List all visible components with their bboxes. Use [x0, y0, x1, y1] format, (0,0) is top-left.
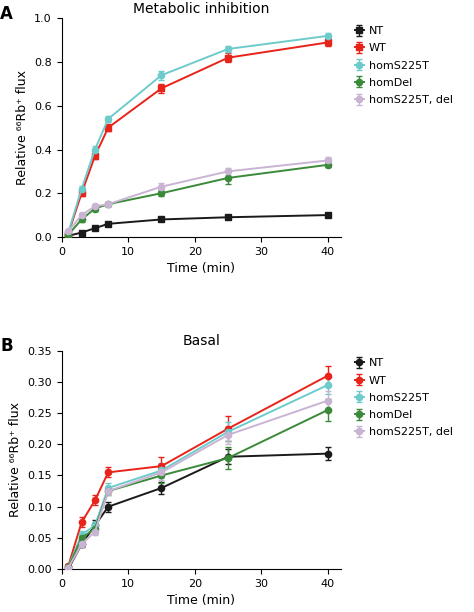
X-axis label: Time (min): Time (min) — [167, 262, 236, 275]
X-axis label: Time (min): Time (min) — [167, 594, 236, 608]
Y-axis label: Relative ⁶⁶Rb⁺ flux: Relative ⁶⁶Rb⁺ flux — [9, 402, 22, 517]
Y-axis label: Relative ⁶⁶Rb⁺ flux: Relative ⁶⁶Rb⁺ flux — [16, 70, 28, 185]
Text: A: A — [0, 6, 13, 23]
Legend: NT, WT, homS225T, homDel, homS225T, del: NT, WT, homS225T, homDel, homS225T, del — [353, 356, 456, 439]
Legend: NT, WT, homS225T, homDel, homS225T, del: NT, WT, homS225T, homDel, homS225T, del — [353, 24, 456, 107]
Title: Basal: Basal — [182, 334, 220, 348]
Text: B: B — [0, 337, 13, 356]
Title: Metabolic inhibition: Metabolic inhibition — [133, 2, 270, 16]
